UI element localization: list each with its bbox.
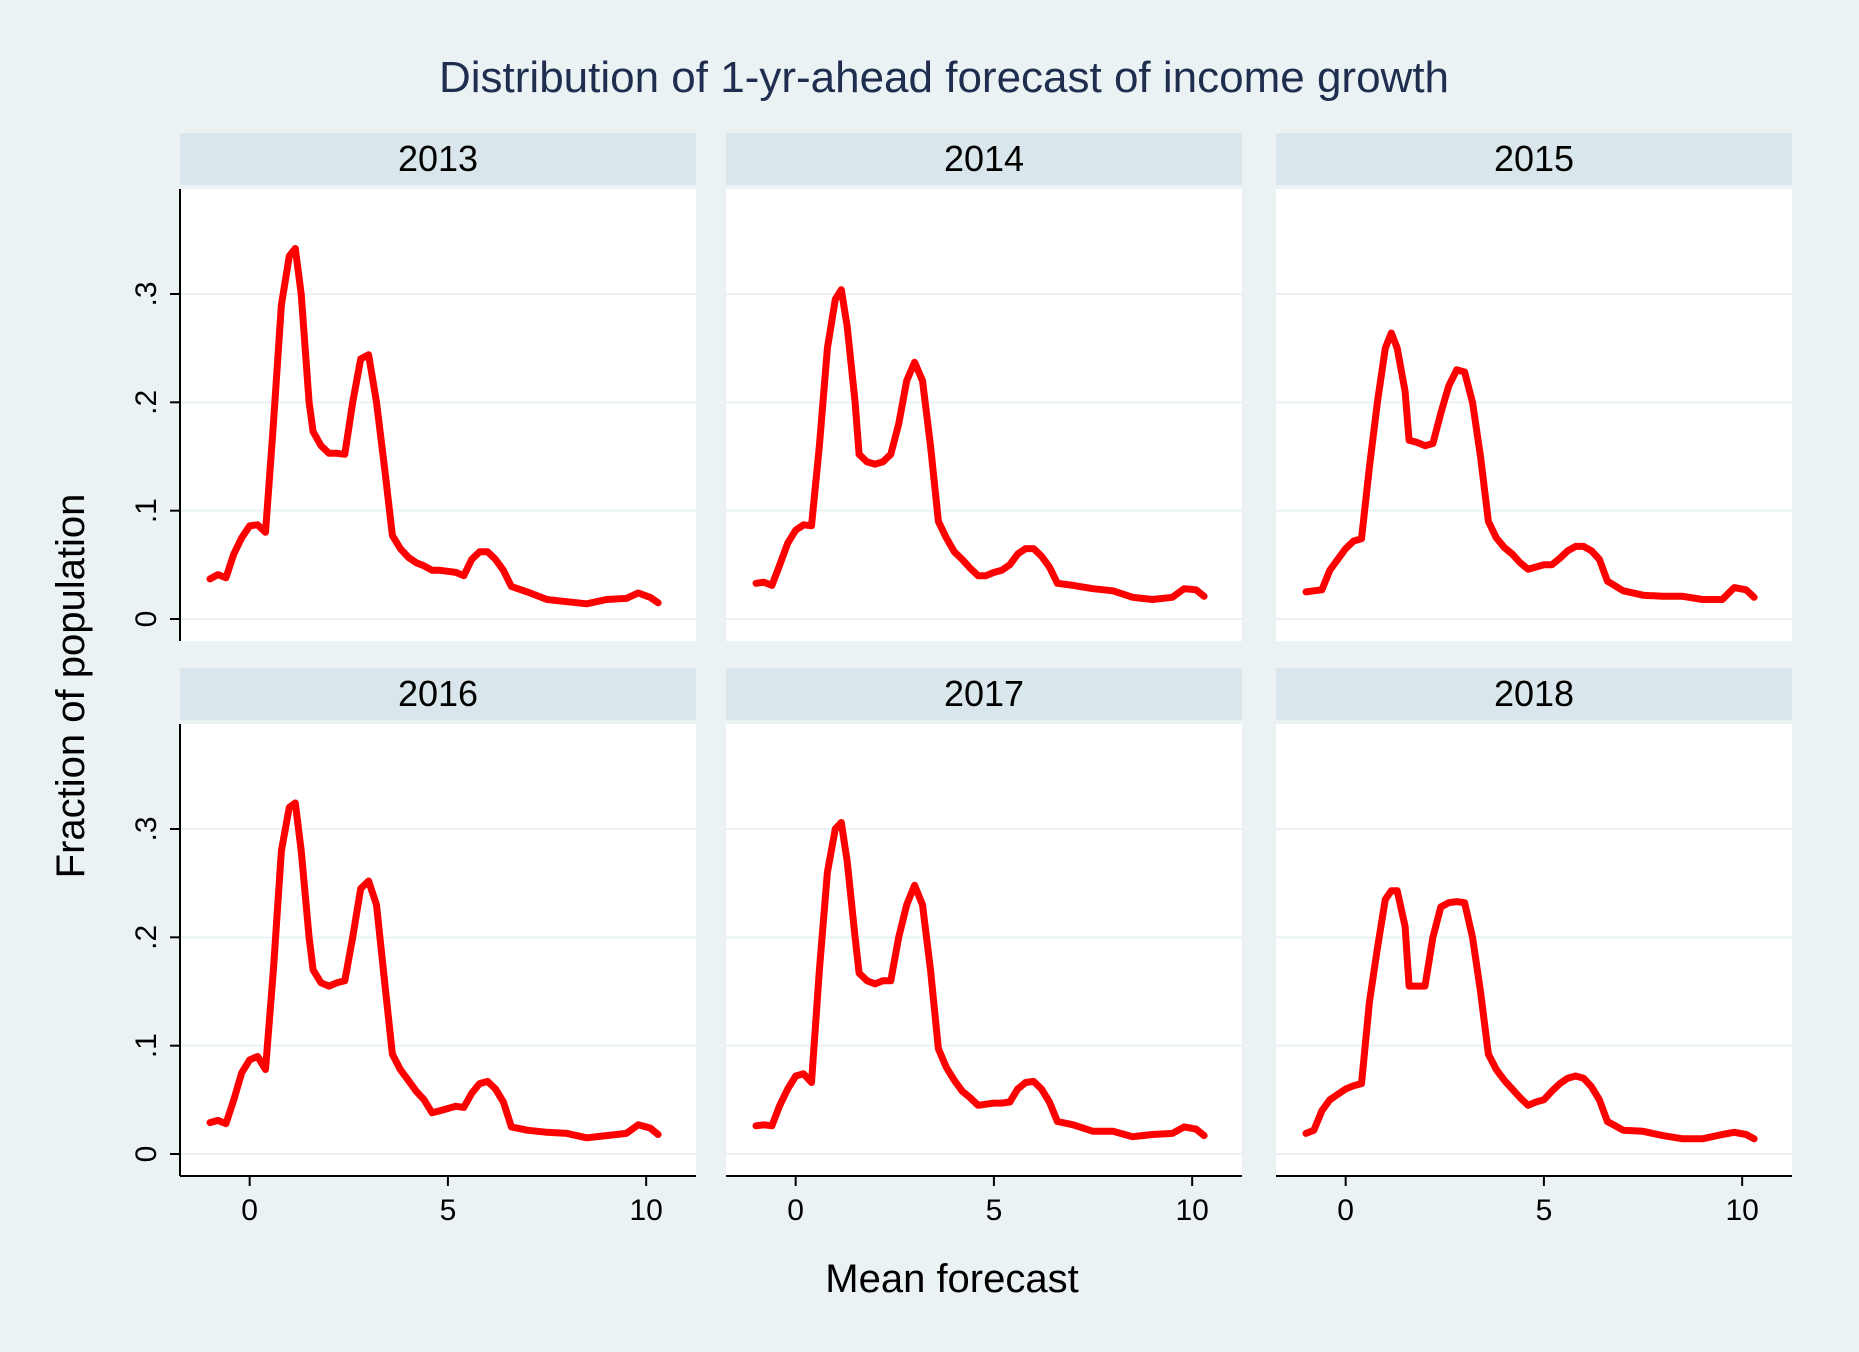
y-tick-label: .2	[130, 390, 163, 415]
panel-2013: 2013 0 .1 .2 .3	[130, 133, 696, 641]
panel-plot-area	[1276, 724, 1792, 1176]
y-tick-label: 0	[130, 611, 163, 628]
panel-strip	[1276, 133, 1792, 185]
panel-strip-label: 2018	[1494, 673, 1574, 714]
chart-title: Distribution of 1-yr-ahead forecast of i…	[439, 53, 1449, 102]
panel-strip-label: 2017	[944, 673, 1024, 714]
x-tick-label: 0	[1337, 1194, 1354, 1227]
x-tick-label: 0	[787, 1194, 804, 1227]
y-tick-label: .1	[130, 1033, 163, 1058]
panel-strip	[180, 133, 696, 185]
x-tick-label: 5	[440, 1194, 457, 1227]
panel-plot-area	[180, 724, 696, 1176]
series-line-2017	[752, 819, 1208, 1141]
series-line-2018	[1302, 887, 1758, 1143]
x-tick-label: 5	[1536, 1194, 1553, 1227]
x-tick-label: 10	[1725, 1194, 1758, 1227]
panel-plot-area	[726, 189, 1242, 641]
y-tick-label: 0	[130, 1146, 163, 1163]
panel-plot-area	[180, 189, 696, 641]
panel-2016: 2016 0 .1 .2 .3 0 5 10	[130, 668, 696, 1227]
panel-strip-label: 2015	[1494, 138, 1574, 179]
panel-strip-label: 2013	[398, 138, 478, 179]
panel-plot-area	[726, 724, 1242, 1176]
series-line-2014	[752, 286, 1208, 603]
series-line-2016	[206, 799, 662, 1142]
x-tick-label: 10	[1175, 1194, 1208, 1227]
panel-2015: 2015	[1276, 133, 1792, 641]
panel-strip-label: 2016	[398, 673, 478, 714]
series-line-2015	[1302, 329, 1758, 603]
y-tick-label: .1	[130, 498, 163, 523]
panel-strip	[726, 133, 1242, 185]
panel-strip	[1276, 668, 1792, 720]
x-tick-label: 5	[986, 1194, 1003, 1227]
panel-strip	[726, 668, 1242, 720]
panel-2014: 2014	[726, 133, 1242, 641]
panel-2017: 2017 0 5 10	[726, 668, 1242, 1227]
y-tick-label: .3	[130, 281, 163, 306]
y-tick-label: .3	[130, 816, 163, 841]
x-tick-label: 10	[629, 1194, 662, 1227]
series-line-2013	[206, 245, 662, 608]
y-axis-label: Fraction of population	[49, 494, 93, 879]
x-axis-label: Mean forecast	[825, 1257, 1078, 1301]
panel-strip-label: 2014	[944, 138, 1024, 179]
y-tick-label: .2	[130, 925, 163, 950]
x-tick-label: 0	[241, 1194, 258, 1227]
panel-2018: 2018 0 5 10	[1276, 668, 1792, 1227]
panels-layer: 2013 0 .1 .2 .3 2014 2015 2016 0 .1 .2 .3 0 5 10 2017 0 5…	[130, 133, 1792, 1227]
panel-plot-area	[1276, 189, 1792, 641]
panel-strip	[180, 668, 696, 720]
